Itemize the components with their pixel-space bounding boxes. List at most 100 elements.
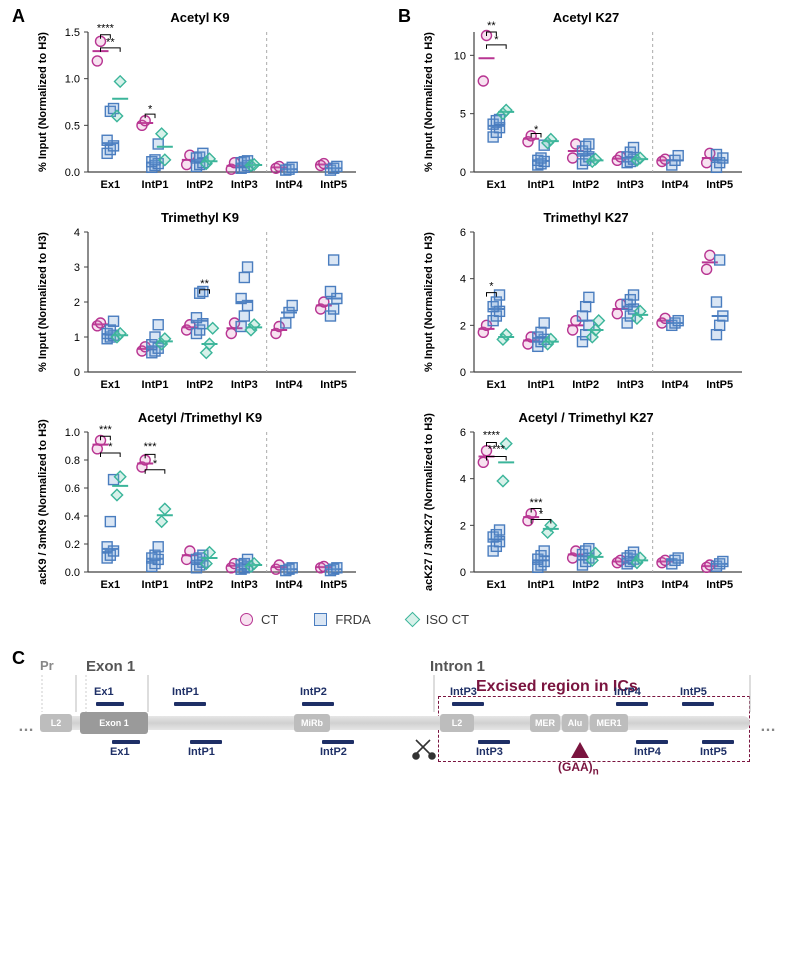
svg-text:0: 0 (74, 367, 80, 379)
svg-text:IntP1: IntP1 (142, 379, 169, 391)
svg-text:1.0: 1.0 (65, 74, 80, 86)
svg-text:2: 2 (460, 320, 466, 332)
amplicon-label-IntP5-top: IntP5 (680, 686, 707, 698)
svg-text:IntP2: IntP2 (186, 179, 213, 191)
svg-text:0.0: 0.0 (65, 567, 80, 579)
repeat-label: (GAA)n (558, 760, 599, 777)
svg-text:0: 0 (460, 567, 466, 579)
chart-wrap-B2: Trimethyl K270246% Input (Normalized to … (416, 206, 756, 396)
svg-text:1.0: 1.0 (65, 427, 80, 439)
svg-text:1.5: 1.5 (65, 27, 80, 39)
svg-text:Acetyl / Trimethyl K27: Acetyl / Trimethyl K27 (518, 410, 653, 425)
svg-text:IntP2: IntP2 (572, 379, 599, 391)
svg-text:IntP3: IntP3 (617, 179, 644, 191)
chart-wrap-B3: Acetyl / Trimethyl K27 0 2 4 6 acK27 / 3mK27 … (416, 406, 756, 596)
svg-text:0: 0 (460, 367, 466, 379)
legend-label: FRDA (335, 612, 370, 627)
svg-text:0.5: 0.5 (65, 120, 80, 132)
svg-text:% Input (Normalized to H3): % Input (Normalized to H3) (37, 232, 49, 372)
svg-text:Trimethyl K27: Trimethyl K27 (543, 210, 628, 225)
svg-text:*: * (148, 104, 153, 116)
chart-wrap-A1: Acetyl K90.00.51.01.5% Input (Normalized… (30, 6, 370, 196)
chart-B1: Acetyl K270510% Input (Normalized to H3)… (416, 6, 756, 196)
svg-text:4: 4 (460, 474, 466, 486)
svg-text:IntP4: IntP4 (662, 179, 690, 191)
svg-text:IntP3: IntP3 (231, 179, 258, 191)
svg-text:IntP2: IntP2 (572, 579, 599, 591)
svg-text:1: 1 (74, 332, 80, 344)
svg-text:IntP2: IntP2 (186, 379, 213, 391)
circle-icon (240, 613, 253, 626)
svg-text:*: * (534, 124, 539, 136)
svg-text:2: 2 (74, 297, 80, 309)
legend-frda: FRDA (314, 612, 370, 627)
svg-text:***: *** (99, 424, 113, 436)
amplicon-label-IntP4-bot: IntP4 (634, 746, 661, 758)
svg-text:IntP1: IntP1 (142, 179, 169, 191)
amplicon-bar-Ex1-bot (112, 740, 140, 744)
svg-text:IntP3: IntP3 (617, 379, 644, 391)
chart-wrap-A2: Trimethyl K901234% Input (Normalized to … (30, 206, 370, 396)
chart-B2: Trimethyl K270246% Input (Normalized to … (416, 206, 756, 396)
gene-element-Alu: Alu (562, 714, 588, 732)
diamond-icon (404, 612, 420, 628)
amplicon-bar-IntP4-top (616, 702, 648, 706)
svg-text:10: 10 (454, 50, 466, 62)
svg-text:IntP4: IntP4 (276, 579, 304, 591)
svg-text:6: 6 (460, 427, 466, 439)
svg-text:5: 5 (460, 109, 466, 121)
amplicon-label-IntP3-top: IntP3 (450, 686, 477, 698)
amplicon-bar-IntP1-top (174, 702, 206, 706)
svg-text:6: 6 (460, 227, 466, 239)
amplicon-label-IntP2-top: IntP2 (300, 686, 327, 698)
svg-text:IntP5: IntP5 (706, 379, 733, 391)
svg-text:IntP4: IntP4 (662, 379, 690, 391)
svg-text:IntP1: IntP1 (528, 379, 555, 391)
panel-label-a: A (12, 6, 25, 27)
svg-text:0.2: 0.2 (65, 539, 80, 551)
svg-text:*: * (489, 281, 494, 293)
gene-element-L2b: L2 (440, 714, 474, 732)
amplicon-bar-IntP1-bot (190, 740, 222, 744)
svg-text:Acetyl /Trimethyl K9: Acetyl /Trimethyl K9 (138, 410, 262, 425)
chart-wrap-A3: Acetyl /Trimethyl K90.00.20.40.60.81.0ac… (30, 406, 370, 596)
amplicon-bar-IntP3-top (452, 702, 484, 706)
svg-text:0.6: 0.6 (65, 483, 80, 495)
amplicon-bar-IntP2-bot (322, 740, 354, 744)
svg-text:% Input (Normalized to H3): % Input (Normalized to H3) (423, 32, 435, 172)
gene-element-L2: L2 (40, 714, 72, 732)
svg-text:0.8: 0.8 (65, 455, 80, 467)
gene-element-MER1: MER1 (590, 714, 628, 732)
amplicon-label-IntP1-bot: IntP1 (188, 746, 215, 758)
svg-text:IntP4: IntP4 (276, 379, 304, 391)
svg-text:2: 2 (460, 520, 466, 532)
legend-label: CT (261, 612, 278, 627)
amplicon-bar-IntP3-bot (478, 740, 510, 744)
svg-text:****: **** (488, 443, 506, 455)
legend-iso: ISO CT (407, 612, 469, 627)
svg-text:IntP5: IntP5 (706, 179, 733, 191)
gene-element-MiRb: MiRb (294, 714, 330, 732)
chart-A1: Acetyl K90.00.51.01.5% Input (Normalized… (30, 6, 370, 196)
svg-text:4: 4 (74, 227, 80, 239)
svg-text:**: ** (487, 20, 496, 32)
ellipsis-right: … (760, 718, 776, 736)
chart-A3: Acetyl /Trimethyl K90.00.20.40.60.81.0ac… (30, 406, 370, 596)
svg-text:IntP3: IntP3 (231, 579, 258, 591)
svg-text:acK27 / 3mK27 (Normalized to H: acK27 / 3mK27 (Normalized to H3) (423, 413, 435, 591)
svg-text:***: *** (530, 497, 544, 509)
figure: A B Acetyl K90.00.51.01.5% Input (Normal… (0, 0, 788, 970)
chart-B3: Acetyl / Trimethyl K27 0 2 4 6 acK27 / 3mK27 … (416, 406, 756, 596)
amplicon-bar-Ex1-top (96, 702, 124, 706)
amplicon-label-IntP2-bot: IntP2 (320, 746, 347, 758)
svg-text:IntP5: IntP5 (320, 379, 347, 391)
svg-text:Ex1: Ex1 (487, 379, 507, 391)
amplicon-bar-IntP2-top (302, 702, 334, 706)
svg-text:IntP1: IntP1 (142, 579, 169, 591)
amplicon-label-IntP1-top: IntP1 (172, 686, 199, 698)
svg-text:****: **** (97, 22, 115, 34)
amplicon-label-Ex1-bot: Ex1 (110, 746, 130, 758)
svg-text:0: 0 (460, 167, 466, 179)
svg-text:% Input (Normalized to H3): % Input (Normalized to H3) (423, 232, 435, 372)
gene-element-Exon1: Exon 1 (80, 712, 148, 734)
